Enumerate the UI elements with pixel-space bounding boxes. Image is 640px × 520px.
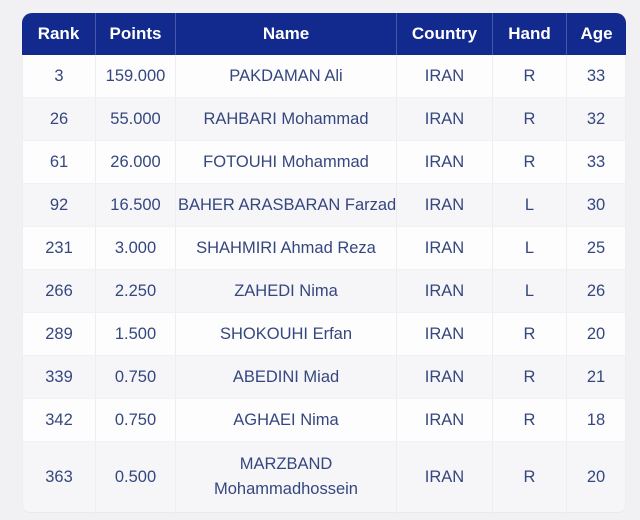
column-header-rank: Rank bbox=[22, 13, 96, 55]
hand-cell: R bbox=[493, 313, 567, 356]
name-cell: FOTOUHI Mohammad bbox=[176, 141, 397, 184]
name-cell: PAKDAMAN Ali bbox=[176, 55, 397, 98]
age-cell: 30 bbox=[567, 184, 626, 227]
name-cell: MARZBAND Mohammadhossein bbox=[176, 442, 397, 513]
hand-cell: R bbox=[493, 98, 567, 141]
name-cell: SHOKOUHI Erfan bbox=[176, 313, 397, 356]
table-row: 339 0.750 ABEDINI Miad IRAN R 21 bbox=[22, 356, 626, 399]
age-cell: 20 bbox=[567, 442, 626, 513]
hand-cell: L bbox=[493, 227, 567, 270]
points-cell: 16.500 bbox=[96, 184, 176, 227]
country-cell: IRAN bbox=[397, 313, 493, 356]
rank-cell: 61 bbox=[22, 141, 96, 184]
rank-cell: 3 bbox=[22, 55, 96, 98]
column-header-country: Country bbox=[397, 13, 493, 55]
hand-cell: L bbox=[493, 270, 567, 313]
table-row: 342 0.750 AGHAEI Nima IRAN R 18 bbox=[22, 399, 626, 442]
table-row: 26 55.000 RAHBARI Mohammad IRAN R 32 bbox=[22, 98, 626, 141]
age-cell: 33 bbox=[567, 141, 626, 184]
rank-cell: 231 bbox=[22, 227, 96, 270]
age-cell: 21 bbox=[567, 356, 626, 399]
name-cell: AGHAEI Nima bbox=[176, 399, 397, 442]
hand-cell: R bbox=[493, 399, 567, 442]
age-cell: 32 bbox=[567, 98, 626, 141]
points-cell: 159.000 bbox=[96, 55, 176, 98]
name-cell: SHAHMIRI Ahmad Reza bbox=[176, 227, 397, 270]
points-cell: 3.000 bbox=[96, 227, 176, 270]
rank-cell: 266 bbox=[22, 270, 96, 313]
country-cell: IRAN bbox=[397, 98, 493, 141]
hand-cell: R bbox=[493, 141, 567, 184]
country-cell: IRAN bbox=[397, 227, 493, 270]
points-cell: 0.750 bbox=[96, 356, 176, 399]
rank-cell: 342 bbox=[22, 399, 96, 442]
table-row: 363 0.500 MARZBAND Mohammadhossein IRAN … bbox=[22, 442, 626, 513]
country-cell: IRAN bbox=[397, 141, 493, 184]
rank-cell: 26 bbox=[22, 98, 96, 141]
hand-cell: R bbox=[493, 442, 567, 513]
country-cell: IRAN bbox=[397, 55, 493, 98]
age-cell: 26 bbox=[567, 270, 626, 313]
column-header-name: Name bbox=[176, 13, 397, 55]
country-cell: IRAN bbox=[397, 184, 493, 227]
country-cell: IRAN bbox=[397, 399, 493, 442]
age-cell: 33 bbox=[567, 55, 626, 98]
points-cell: 26.000 bbox=[96, 141, 176, 184]
rank-cell: 289 bbox=[22, 313, 96, 356]
column-header-age: Age bbox=[567, 13, 626, 55]
points-cell: 2.250 bbox=[96, 270, 176, 313]
name-cell: RAHBARI Mohammad bbox=[176, 98, 397, 141]
points-cell: 55.000 bbox=[96, 98, 176, 141]
column-header-hand: Hand bbox=[493, 13, 567, 55]
hand-cell: L bbox=[493, 184, 567, 227]
rank-cell: 363 bbox=[22, 442, 96, 513]
age-cell: 18 bbox=[567, 399, 626, 442]
age-cell: 20 bbox=[567, 313, 626, 356]
rank-cell: 339 bbox=[22, 356, 96, 399]
table-row: 61 26.000 FOTOUHI Mohammad IRAN R 33 bbox=[22, 141, 626, 184]
country-cell: IRAN bbox=[397, 270, 493, 313]
name-cell: ABEDINI Miad bbox=[176, 356, 397, 399]
table-row: 289 1.500 SHOKOUHI Erfan IRAN R 20 bbox=[22, 313, 626, 356]
name-cell: ZAHEDI Nima bbox=[176, 270, 397, 313]
rankings-table: Rank Points Name Country Hand Age 3 159.… bbox=[22, 13, 626, 513]
column-header-points: Points bbox=[96, 13, 176, 55]
country-cell: IRAN bbox=[397, 442, 493, 513]
hand-cell: R bbox=[493, 356, 567, 399]
points-cell: 1.500 bbox=[96, 313, 176, 356]
table-header-row: Rank Points Name Country Hand Age bbox=[22, 13, 626, 55]
country-cell: IRAN bbox=[397, 356, 493, 399]
table-row: 92 16.500 BAHER ARASBARAN Farzad IRAN L … bbox=[22, 184, 626, 227]
table-row: 3 159.000 PAKDAMAN Ali IRAN R 33 bbox=[22, 55, 626, 98]
rank-cell: 92 bbox=[22, 184, 96, 227]
table-row: 266 2.250 ZAHEDI Nima IRAN L 26 bbox=[22, 270, 626, 313]
name-cell: BAHER ARASBARAN Farzad bbox=[176, 184, 397, 227]
points-cell: 0.500 bbox=[96, 442, 176, 513]
age-cell: 25 bbox=[567, 227, 626, 270]
points-cell: 0.750 bbox=[96, 399, 176, 442]
rankings-table-container: Rank Points Name Country Hand Age 3 159.… bbox=[22, 13, 626, 513]
hand-cell: R bbox=[493, 55, 567, 98]
table-row: 231 3.000 SHAHMIRI Ahmad Reza IRAN L 25 bbox=[22, 227, 626, 270]
